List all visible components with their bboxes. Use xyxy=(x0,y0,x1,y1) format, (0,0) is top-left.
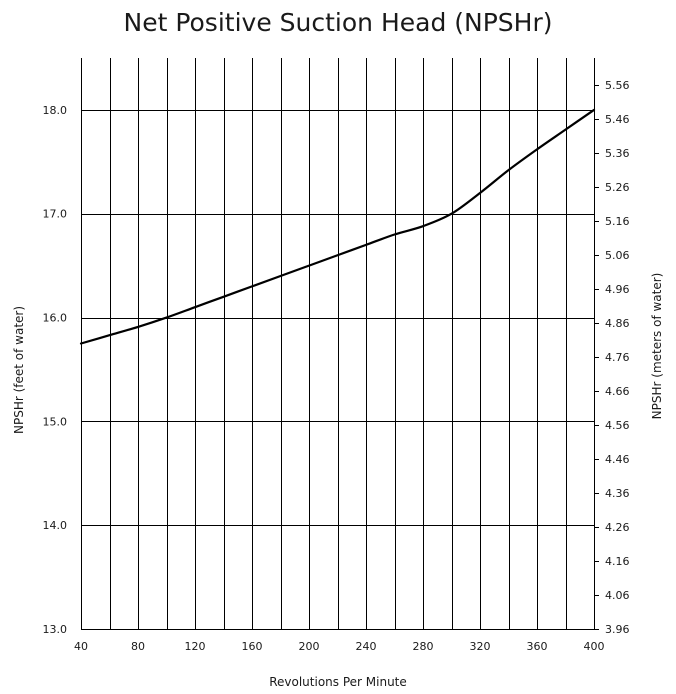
y2-tick-label: 4.16 xyxy=(605,555,630,568)
y-axis-label-left: NPSHr (feet of water) xyxy=(12,306,26,434)
x-tick-label: 320 xyxy=(470,640,491,653)
y-tick-label: 15.0 xyxy=(43,415,68,428)
y2-tick-label: 4.86 xyxy=(605,317,630,330)
y-tick-label: 17.0 xyxy=(43,208,68,221)
y2-tick-label: 4.46 xyxy=(605,453,630,466)
y2-tick-label: 5.06 xyxy=(605,249,630,262)
y-tick-label: 14.0 xyxy=(43,519,68,532)
y2-tick-label: 5.36 xyxy=(605,147,630,160)
y2-tick-label: 4.36 xyxy=(605,487,630,500)
y2-tick-label: 4.06 xyxy=(605,589,630,602)
y-tick-label: 16.0 xyxy=(43,312,68,325)
x-tick-label: 400 xyxy=(584,640,605,653)
x-tick-label: 240 xyxy=(356,640,377,653)
x-tick-label: 40 xyxy=(74,640,88,653)
y2-tick-label: 4.56 xyxy=(605,419,630,432)
x-tick-label: 280 xyxy=(413,640,434,653)
y2-tick-label: 4.66 xyxy=(605,385,630,398)
y2-tick-label: 5.16 xyxy=(605,215,630,228)
y2-tick-label: 5.26 xyxy=(605,181,630,194)
series-layer xyxy=(79,108,596,345)
y2-tick-label: 5.56 xyxy=(605,79,630,92)
y2-tick-label: 4.26 xyxy=(605,521,630,534)
x-tick-label: 200 xyxy=(299,640,320,653)
y-tick-label: 13.0 xyxy=(43,623,68,636)
y2-tick-label: 4.76 xyxy=(605,351,630,364)
x-tick-label: 120 xyxy=(185,640,206,653)
y2-tick-label: 5.46 xyxy=(605,113,630,126)
x-tick-label: 160 xyxy=(242,640,263,653)
x-axis-label: Revolutions Per Minute xyxy=(269,675,407,689)
x-tick-label: 80 xyxy=(131,640,145,653)
y2-tick-label: 4.96 xyxy=(605,283,630,296)
chart-title: Net Positive Suction Head (NPSHr) xyxy=(124,8,553,37)
x-tick-label: 360 xyxy=(527,640,548,653)
tick-labels: 40 80 120 160 200 240 280 320 360 400 13.0 14.0 15.0… xyxy=(43,79,630,653)
npshr-series-line xyxy=(79,108,596,345)
y2-tick-label: 3.96 xyxy=(605,623,630,636)
y-axis-label-right: NPSHr (meters of water) xyxy=(650,273,664,420)
gridlines xyxy=(81,58,599,630)
y-tick-label: 18.0 xyxy=(43,104,68,117)
